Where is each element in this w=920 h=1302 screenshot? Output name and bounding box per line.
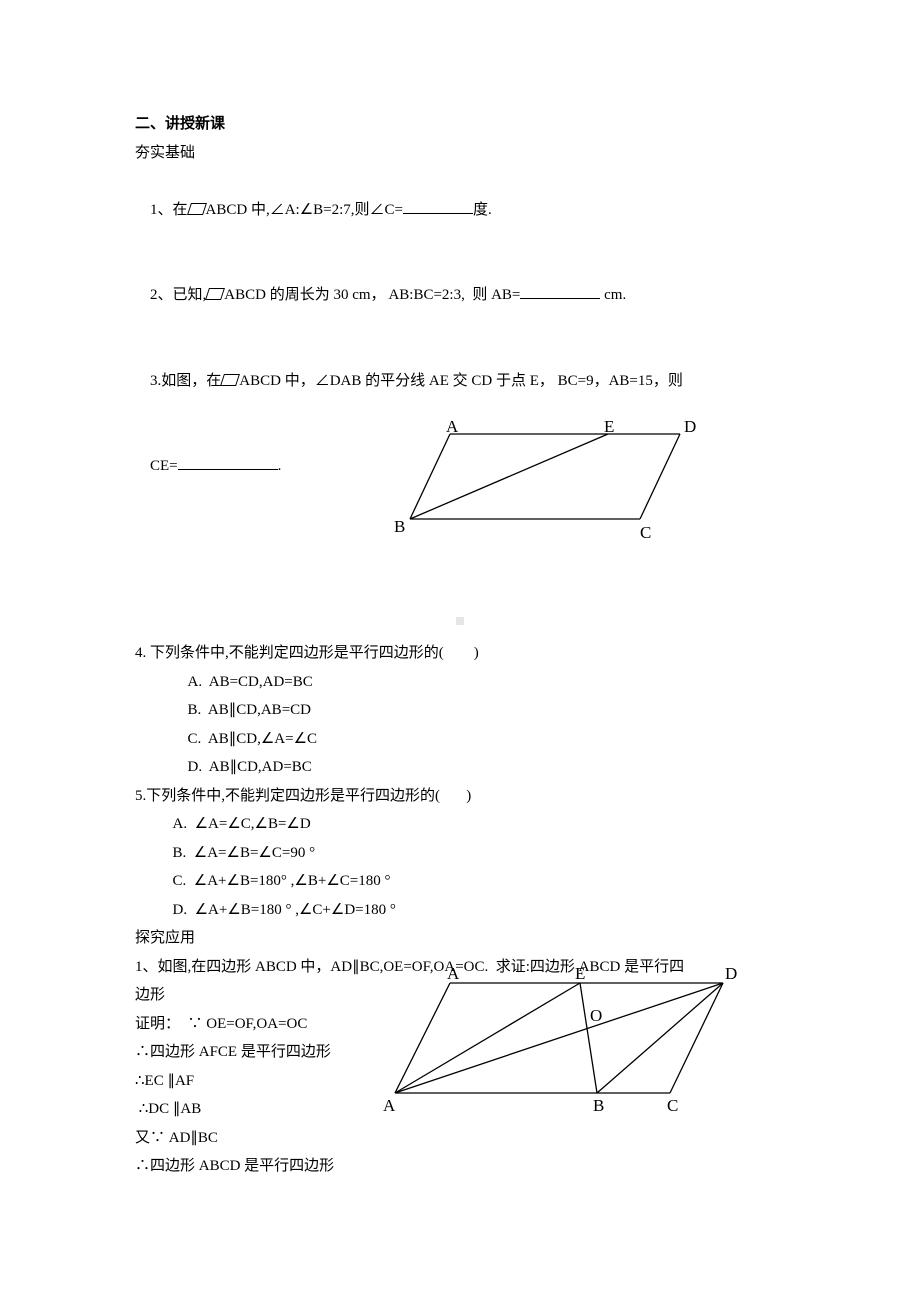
- svg-text:C: C: [640, 523, 651, 542]
- q3-l2: CE=: [150, 458, 178, 474]
- question-3-line1: 3.如图，在 ABCD 中，∠DAB 的平分线 AE 交 CD 于点 E， BC=…: [135, 338, 790, 424]
- figure-2-svg: A E D O A B C: [375, 963, 775, 1123]
- q4-option-b: B. AB∥CD,AB=CD: [135, 696, 790, 725]
- svg-text:A: A: [383, 1096, 396, 1115]
- q1-post: ABCD 中,∠A:∠B=2:7,则∠C=: [206, 202, 403, 218]
- page-center-marker: [456, 617, 464, 625]
- q3-post: ABCD 中，∠DAB 的平分线 AE 交 CD 于点 E， BC=9，AB=1…: [239, 373, 683, 389]
- svg-text:E: E: [604, 417, 614, 436]
- svg-text:D: D: [725, 964, 737, 983]
- svg-text:B: B: [593, 1096, 604, 1115]
- q1-tail: 度.: [473, 202, 492, 218]
- blank-q1: [403, 198, 473, 214]
- svg-text:A: A: [446, 417, 459, 436]
- svg-text:A: A: [447, 964, 460, 983]
- q2-pre: 2、已知,: [150, 287, 206, 303]
- question-5-stem: 5.下列条件中,不能判定四边形是平行四边形的( ): [135, 782, 790, 811]
- q5-option-a: A. ∠A=∠C,∠B=∠D: [135, 810, 790, 839]
- q4-option-d: D. AB∥CD,AD=BC: [135, 753, 790, 782]
- svg-text:C: C: [667, 1096, 678, 1115]
- q5-option-c: C. ∠A+∠B=180° ,∠B+∠C=180 °: [135, 867, 790, 896]
- figure-2: A E D O A B C: [375, 963, 775, 1123]
- q4-option-c: C. AB∥CD,∠A=∠C: [135, 725, 790, 754]
- q2-post: ABCD 的周长为 30 cm， AB:BC=2:3, 则 AB=: [224, 287, 520, 303]
- q1-pre: 1、在: [150, 202, 188, 218]
- q4-option-a: A. AB=CD,AD=BC: [135, 668, 790, 697]
- q3-pre: 3.如图，在: [150, 373, 221, 389]
- svg-text:D: D: [684, 417, 696, 436]
- section-heading: 二、讲授新课: [135, 110, 790, 139]
- q5-option-d: D. ∠A+∠B=180 ° ,∠C+∠D=180 °: [135, 896, 790, 925]
- q2-tail: cm.: [600, 287, 626, 303]
- subsection-1: 夯实基础: [135, 139, 790, 168]
- figure-1: A E D B C: [390, 414, 760, 554]
- svg-text:O: O: [590, 1006, 602, 1025]
- parallelogram-icon: [205, 288, 225, 300]
- figure-1-svg: A E D B C: [390, 414, 760, 554]
- proof-line-6: ∴四边形 ABCD 是平行四边形: [135, 1152, 790, 1181]
- question-2: 2、已知, ABCD 的周长为 30 cm， AB:BC=2:3, 则 AB= c…: [135, 253, 790, 339]
- subsection-2: 探究应用: [135, 924, 790, 953]
- parallelogram-icon: [220, 374, 240, 386]
- q3-tail: .: [278, 458, 282, 474]
- svg-text:E: E: [575, 964, 585, 983]
- q5-option-b: B. ∠A=∠B=∠C=90 °: [135, 839, 790, 868]
- svg-text:B: B: [394, 517, 405, 536]
- question-1: 1、在 ABCD 中,∠A:∠B=2:7,则∠C= 度.: [135, 167, 790, 253]
- blank-q3: [178, 454, 278, 470]
- parallelogram-icon: [187, 203, 207, 215]
- proof-line-5: 又∵ AD∥BC: [135, 1124, 790, 1153]
- blank-q2: [520, 283, 600, 299]
- question-4-stem: 4. 下列条件中,不能判定四边形是平行四边形的( ): [135, 639, 790, 668]
